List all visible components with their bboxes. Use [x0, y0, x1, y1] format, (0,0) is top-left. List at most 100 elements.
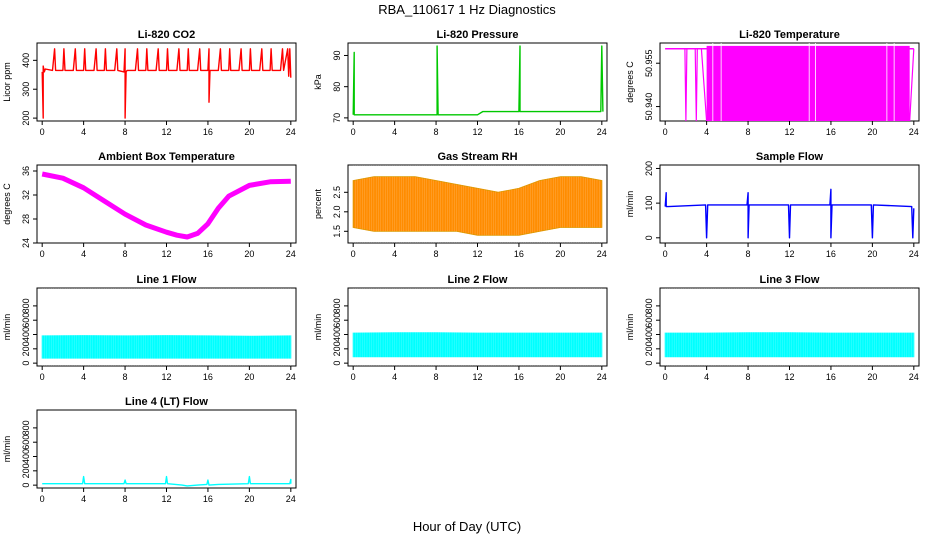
y-tick-label: 0 [644, 361, 654, 366]
x-tick-label: 0 [663, 127, 668, 137]
x-tick-label: 24 [597, 249, 607, 259]
x-tick-label: 24 [909, 127, 919, 137]
x-tick-label: 4 [81, 494, 86, 504]
panel-title: Sample Flow [756, 151, 824, 163]
x-tick-label: 24 [597, 372, 607, 382]
x-tick-label: 0 [663, 372, 668, 382]
y-tick-label: 24 [21, 238, 31, 248]
data-line-0 [664, 188, 915, 239]
y-tick-label: 200 [644, 341, 654, 356]
data-band-edge [352, 176, 603, 236]
y-tick-label: 2.5 [332, 186, 342, 199]
x-tick-label: 20 [244, 494, 254, 504]
y-axis-label: percent [313, 188, 323, 219]
y-tick-label: 28 [21, 214, 31, 224]
x-tick-label: 16 [826, 372, 836, 382]
y-axis-label: ml/min [2, 314, 12, 341]
y-tick-label: 400 [644, 327, 654, 342]
data-layer [42, 475, 292, 487]
y-tick-label: 200 [332, 341, 342, 356]
y-tick-label: 600 [332, 313, 342, 328]
panel-5: Sample Flow ml/min 0 4 8 12 16 20 24 0 100 200 [625, 151, 920, 259]
x-tick-label: 16 [514, 372, 524, 382]
panel-title: Gas Stream RH [437, 151, 517, 163]
data-band [352, 332, 603, 358]
x-tick-label: 16 [514, 249, 524, 259]
x-tick-label: 20 [867, 372, 877, 382]
y-tick-label: 32 [21, 190, 31, 200]
x-tick-label: 8 [123, 249, 128, 259]
y-tick-label: 400 [21, 53, 31, 68]
panel-title: Ambient Box Temperature [98, 151, 235, 163]
panel-6: Line 1 Flow ml/min 0 4 8 12 16 20 24 0 20040060080… [2, 274, 297, 382]
x-tick-label: 4 [81, 249, 86, 259]
x-tick-label: 16 [514, 127, 524, 137]
data-layer [41, 48, 292, 119]
x-tick-label: 4 [392, 249, 397, 259]
x-tick-label: 4 [392, 127, 397, 137]
y-tick-label: 50.955 [644, 49, 654, 77]
panel-title: Li-820 Pressure [437, 29, 519, 41]
y-tick-label: 300 [21, 82, 31, 97]
panel-title: Li-820 CO2 [138, 29, 195, 41]
x-tick-label: 4 [704, 127, 709, 137]
y-tick-label: 0 [21, 361, 31, 366]
panel-9: Line 4 (LT) Flow ml/min 0 4 8 12 16 20 24 0 200400… [2, 396, 297, 504]
x-tick-label: 12 [472, 127, 482, 137]
y-tick-label: 400 [21, 327, 31, 342]
x-tick-label: 0 [40, 372, 45, 382]
y-axis-label: degrees C [2, 183, 12, 225]
x-tick-label: 16 [826, 249, 836, 259]
x-tick-label: 4 [81, 127, 86, 137]
x-tick-label: 24 [909, 372, 919, 382]
y-tick-label: 400 [21, 449, 31, 464]
x-tick-label: 4 [704, 249, 709, 259]
x-tick-label: 8 [746, 249, 751, 259]
x-tick-label: 24 [286, 127, 296, 137]
x-tick-label: 4 [704, 372, 709, 382]
panel-2: Li-820 Temperature degrees C 0 4 8 12 16 20 24 50… [625, 29, 920, 137]
x-tick-label: 12 [472, 372, 482, 382]
x-tick-label: 12 [161, 127, 171, 137]
x-tick-label: 16 [203, 372, 213, 382]
x-tick-label: 8 [746, 127, 751, 137]
x-tick-label: 24 [286, 494, 296, 504]
plot-frame [347, 42, 608, 122]
panel-title: Li-820 Temperature [739, 29, 840, 41]
x-tick-label: 12 [472, 249, 482, 259]
panel-title: Line 1 Flow [137, 274, 197, 286]
data-layer [352, 165, 603, 243]
x-tick-label: 8 [434, 249, 439, 259]
x-tick-label: 0 [663, 249, 668, 259]
y-axis-label: degrees C [625, 61, 635, 103]
data-layer [665, 43, 915, 121]
x-tick-label: 0 [351, 127, 356, 137]
y-axis-label: ml/min [2, 436, 12, 463]
data-line [665, 48, 915, 121]
data-layer [664, 288, 915, 366]
data-line-0 [41, 48, 292, 119]
x-tick-label: 0 [40, 494, 45, 504]
x-tick-label: 8 [746, 372, 751, 382]
x-tick-label: 8 [123, 372, 128, 382]
y-axis-label: kPa [313, 74, 323, 90]
panel-4: Gas Stream RH percent 0 4 8 12 16 20 24 1.5 2.0 2.5 [313, 151, 608, 259]
x-tick-label: 24 [597, 127, 607, 137]
y-tick-label: 200 [644, 161, 654, 176]
data-line-0 [41, 171, 291, 240]
x-tick-label: 8 [123, 127, 128, 137]
x-tick-label: 12 [161, 494, 171, 504]
panel-title: Line 4 (LT) Flow [125, 396, 208, 408]
x-tick-label: 12 [161, 372, 171, 382]
panel-3: Ambient Box Temperature degrees C 0 4 8 12 16 2… [2, 151, 297, 259]
y-tick-label: 0 [21, 483, 31, 488]
x-tick-label: 12 [784, 372, 794, 382]
data-layer [664, 188, 915, 239]
x-tick-label: 24 [286, 249, 296, 259]
x-tick-label: 24 [286, 372, 296, 382]
y-tick-label: 36 [21, 166, 31, 176]
y-tick-label: 800 [644, 298, 654, 313]
y-tick-label: 100 [644, 196, 654, 211]
y-tick-label: 80 [332, 82, 342, 92]
y-tick-label: 0 [332, 361, 342, 366]
